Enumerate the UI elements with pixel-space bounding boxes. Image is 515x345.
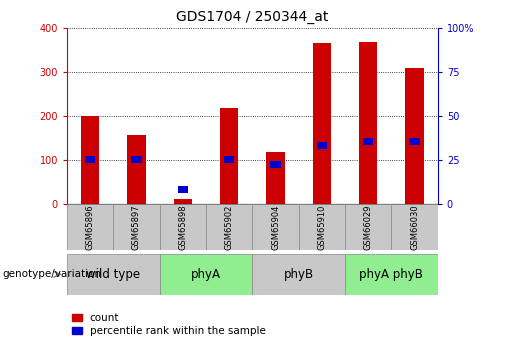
Bar [113, 204, 160, 250]
Bar [160, 254, 252, 295]
Bar [81, 116, 99, 204]
Bar [266, 152, 285, 204]
Bar [160, 204, 206, 250]
Text: GSM65902: GSM65902 [225, 204, 234, 249]
Bar [178, 186, 188, 193]
Bar [299, 204, 345, 250]
Bar [67, 254, 160, 295]
Text: GSM65897: GSM65897 [132, 204, 141, 250]
Text: GSM65896: GSM65896 [85, 204, 95, 250]
Text: GSM66029: GSM66029 [364, 204, 373, 249]
Bar [345, 204, 391, 250]
Bar [174, 199, 192, 204]
Text: GSM65910: GSM65910 [317, 204, 327, 249]
Bar [127, 135, 146, 204]
Text: genotype/variation: genotype/variation [3, 269, 101, 279]
Bar [270, 161, 281, 168]
Bar [363, 138, 373, 146]
Title: GDS1704 / 250344_at: GDS1704 / 250344_at [176, 10, 329, 24]
Legend: count, percentile rank within the sample: count, percentile rank within the sample [72, 313, 266, 336]
Bar [85, 156, 95, 163]
Text: GSM65898: GSM65898 [178, 204, 187, 250]
Bar [252, 204, 299, 250]
Bar [252, 254, 345, 295]
Bar [313, 43, 331, 204]
Text: phyA phyB: phyA phyB [359, 268, 423, 281]
Text: phyA: phyA [191, 268, 221, 281]
Text: GSM66030: GSM66030 [410, 204, 419, 250]
Bar [345, 254, 438, 295]
Bar [405, 68, 424, 204]
Bar [391, 204, 438, 250]
Bar [206, 204, 252, 250]
Text: GSM65904: GSM65904 [271, 204, 280, 249]
Bar [67, 204, 113, 250]
Bar [359, 42, 377, 204]
Bar [220, 108, 238, 204]
Text: wild type: wild type [86, 268, 141, 281]
Bar [317, 142, 327, 149]
Bar [409, 138, 420, 146]
Bar [131, 156, 142, 163]
Bar [224, 156, 234, 163]
Text: phyB: phyB [284, 268, 314, 281]
